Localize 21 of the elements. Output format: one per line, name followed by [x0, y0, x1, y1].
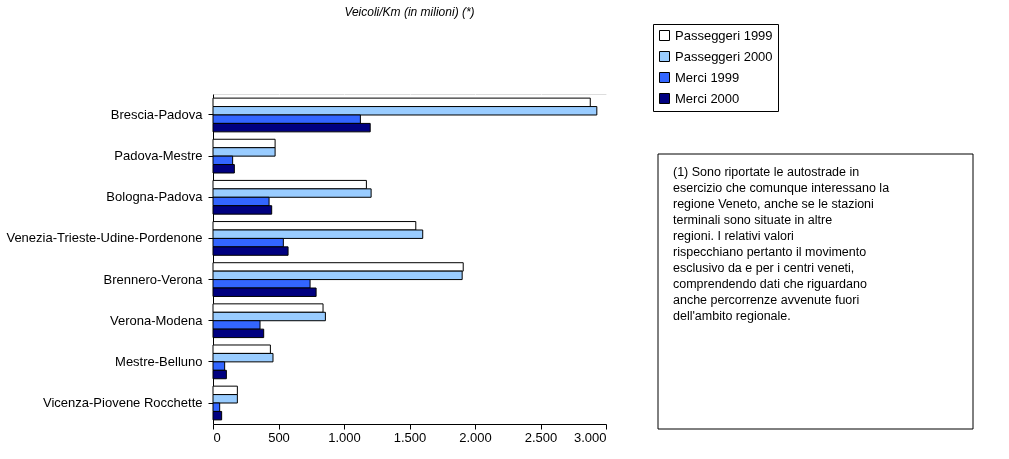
x-tick-label: 2.000 [459, 429, 492, 445]
x-tick-label: 3.000 [573, 429, 607, 445]
y-tick-label: Bologna-Padova [106, 189, 204, 205]
legend-label: Passeggeri 1999 [675, 27, 773, 43]
y-tick-label: Venezia-Trieste-Udine-Pordenone [6, 230, 203, 246]
y-tick-label: Verona-Modena [109, 312, 204, 328]
x-tick-label: 500 [268, 429, 290, 445]
x-tick-label: 2.500 [524, 429, 558, 445]
y-tick-label: Vicenza-Piovene Rocchette [43, 395, 203, 411]
x-tick-label: 1.500 [393, 429, 427, 445]
legend-label: Merci 2000 [675, 90, 740, 106]
y-tick-label: Brennero-Verona [103, 271, 204, 287]
legend-label: Merci 1999 [675, 69, 740, 85]
chart-title: Veicoli/Km (in milioni) (*) [344, 4, 475, 19]
x-tick-label: 0 [213, 429, 221, 445]
y-tick-label: Brescia-Padova [110, 106, 204, 122]
x-tick-label: 1.000 [328, 429, 361, 445]
text: (1) Sono riportate le autostrade in esercizio che comunque interessano la regione Veneto, anche se le stazioni terminali sono situate in altre regioni. I relativi valori rispecchiano pertanto il movimento esclusivo da e per i centri veneti, comprendendo dati che riguardano anche percorrenze avvenute fuori dell'ambito regionale. [673, 165, 890, 323]
y-tick-label: Mestre-Belluno [115, 353, 203, 369]
y-tick-label: Padova-Mestre [114, 148, 203, 164]
legend-label: Passeggeri 2000 [675, 48, 773, 64]
